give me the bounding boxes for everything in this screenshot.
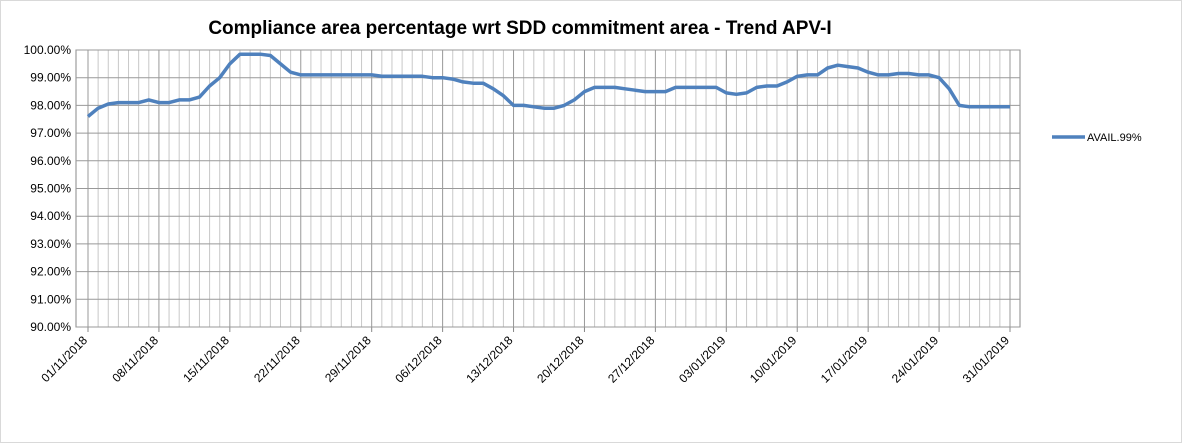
y-tick-label: 94.00% xyxy=(30,209,71,223)
y-tick-label: 99.00% xyxy=(30,71,71,85)
y-tick-label: 90.00% xyxy=(30,320,71,334)
y-tick-label: 98.00% xyxy=(30,98,71,112)
legend-label: AVAIL.99% xyxy=(1087,132,1142,144)
series-line xyxy=(86,52,1010,118)
y-tick-label: 91.00% xyxy=(30,292,71,306)
y-tick-label: 96.00% xyxy=(30,154,71,168)
y-tick-label: 100.00% xyxy=(24,43,72,57)
y-tick-label: 97.00% xyxy=(30,126,71,140)
y-tick-label: 95.00% xyxy=(30,182,71,196)
chart-title: Compliance area percentage wrt SDD commi… xyxy=(208,18,831,39)
y-tick-label: 93.00% xyxy=(30,237,71,251)
y-tick-label: 92.00% xyxy=(30,265,71,279)
